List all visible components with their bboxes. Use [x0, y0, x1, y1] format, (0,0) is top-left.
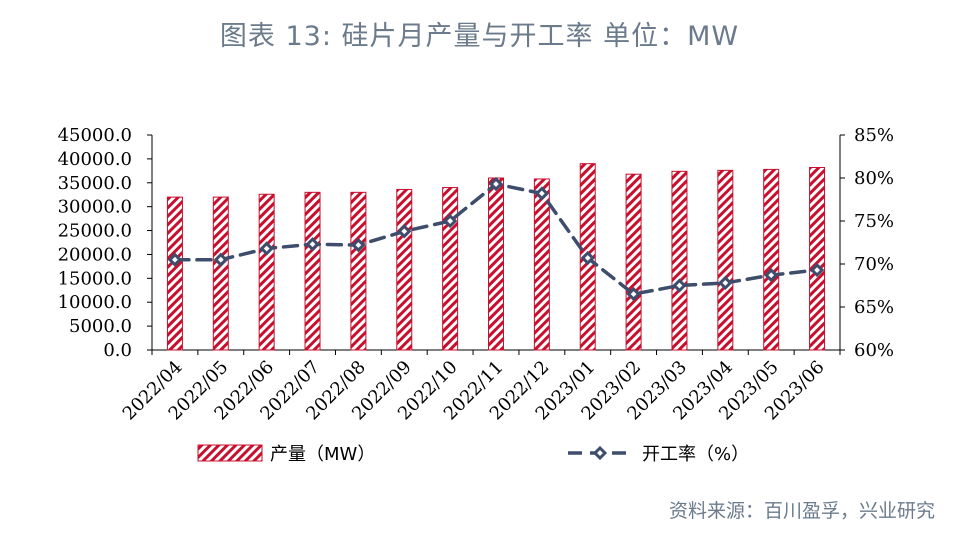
bar [533, 178, 550, 351]
y-left-tick-label: 0.0 [103, 340, 132, 361]
line-point [718, 275, 733, 291]
y-right-tick-label: 85% [854, 125, 894, 146]
line-point [167, 252, 183, 267]
bar [625, 173, 642, 351]
source-note: 资料来源：百川盈孚，兴业研究 [668, 500, 935, 522]
bar [258, 193, 275, 351]
line-series [167, 176, 825, 302]
legend-line-marker [592, 445, 608, 461]
y-right-tick-label: 60% [854, 340, 894, 361]
y-right-tick-label: 70% [854, 254, 894, 275]
line-point [580, 250, 595, 266]
line-point [764, 268, 779, 283]
y-left-tick-label: 15000.0 [58, 268, 132, 289]
bar [304, 191, 321, 351]
bar-series [166, 163, 826, 351]
y-left-tick-label: 35000.0 [58, 173, 132, 194]
line-point [305, 237, 320, 252]
line-point [809, 262, 825, 278]
legend: 产量（MW） 开工率（%） [197, 444, 749, 465]
chart-title: 图表 13: 硅片月产量与开工率 单位：MW [219, 21, 740, 52]
bar [212, 196, 229, 351]
y-right-tick-label: 80% [854, 168, 894, 189]
y-left-tick-label: 30000.0 [58, 197, 132, 218]
line-point [213, 252, 228, 267]
bar [350, 191, 367, 351]
y-left-tick-label: 10000.0 [58, 292, 132, 313]
bar [166, 196, 183, 351]
bar [809, 166, 826, 351]
legend-line-label: 开工率（%） [642, 444, 749, 465]
bar [488, 177, 504, 351]
y-left-tick-label: 20000.0 [58, 244, 132, 265]
bar [763, 168, 780, 351]
line-point [534, 186, 549, 201]
legend-bar-swatch [197, 444, 263, 462]
bar [717, 169, 734, 351]
y-right-tick-label: 75% [854, 211, 894, 232]
legend-bar-label: 产量（MW） [270, 444, 375, 465]
line-point [488, 176, 504, 192]
line-point [397, 224, 412, 239]
y-left-tick-label: 25000.0 [58, 221, 132, 242]
y-left-tick-label: 5000.0 [69, 316, 132, 337]
line-point [259, 241, 274, 256]
y-right-tick-label: 65% [854, 297, 894, 318]
bar [671, 170, 688, 351]
line-point [626, 286, 641, 302]
line-point [351, 237, 366, 253]
y-left-tick-label: 45000.0 [58, 125, 132, 146]
line-point [672, 278, 687, 293]
y-left-tick-label: 40000.0 [58, 149, 132, 170]
bar [396, 188, 413, 351]
line-point [443, 213, 458, 229]
bar [442, 187, 459, 351]
